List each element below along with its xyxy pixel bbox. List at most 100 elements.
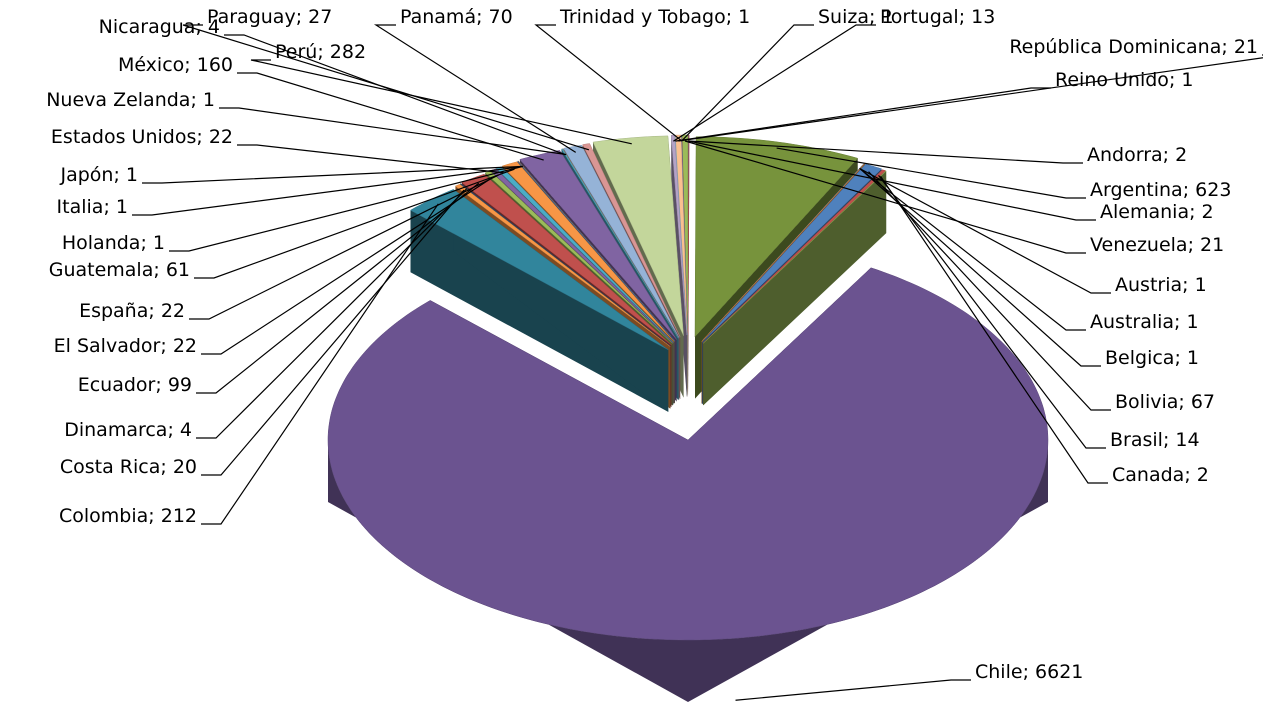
data-label: Portugal; 13 xyxy=(880,6,995,28)
label-separator: ; xyxy=(1184,464,1196,486)
leader-line xyxy=(684,140,1086,254)
leader-line xyxy=(237,72,544,161)
leader-line xyxy=(224,34,566,156)
label-value: 13 xyxy=(971,6,995,28)
leader-line xyxy=(678,54,1263,142)
data-label: Canada; 2 xyxy=(1112,464,1209,486)
label-separator: ; xyxy=(160,335,172,357)
data-label: Colombia; 212 xyxy=(59,505,197,527)
leader-line xyxy=(859,168,1101,367)
label-value: 1 xyxy=(153,232,165,254)
data-label: Chile; 6621 xyxy=(975,661,1083,683)
data-label: Suiza; 1 xyxy=(818,6,894,28)
label-name: Venezuela xyxy=(1090,234,1188,256)
label-value: 1 xyxy=(1195,274,1207,296)
slice xyxy=(703,170,887,406)
label-value: 2 xyxy=(1197,464,1209,486)
label-name: Portugal xyxy=(880,6,959,28)
label-name: Argentina xyxy=(1090,179,1183,201)
label-separator: ; xyxy=(1178,391,1190,413)
leader-line xyxy=(688,140,1096,221)
label-separator: ; xyxy=(155,374,167,396)
label-value: 2 xyxy=(1175,144,1187,166)
label-separator: ; xyxy=(167,419,179,441)
label-separator: ; xyxy=(1183,179,1195,201)
label-separator: ; xyxy=(153,259,165,281)
data-label: Trinidad y Tobago; 1 xyxy=(559,6,750,28)
label-name: Nueva Zelanda xyxy=(46,89,190,111)
label-separator: ; xyxy=(1163,144,1175,166)
label-value: 1 xyxy=(1187,311,1199,333)
data-label: Perú; 282 xyxy=(275,41,366,63)
label-value: 2 xyxy=(1202,201,1214,223)
label-separator: ; xyxy=(148,300,160,322)
data-label: Dinamarca; 4 xyxy=(64,419,192,441)
label-separator: ; xyxy=(160,456,172,478)
label-name: Brasil xyxy=(1110,429,1163,451)
leader-line xyxy=(878,175,1106,449)
label-value: 22 xyxy=(161,300,185,322)
label-value: 160 xyxy=(197,54,233,76)
slice xyxy=(501,161,675,342)
label-value: 1 xyxy=(116,196,128,218)
data-label: Argentina; 623 xyxy=(1090,179,1231,201)
data-label: Costa Rica; 20 xyxy=(60,456,197,478)
label-separator: ; xyxy=(1174,347,1186,369)
label-name: Costa Rica xyxy=(60,456,161,478)
label-value: 1 xyxy=(1187,347,1199,369)
leader-line xyxy=(673,24,876,142)
data-label: Japón; 1 xyxy=(59,164,138,186)
leader-line xyxy=(868,171,1111,411)
label-name: Estados Unidos xyxy=(51,126,196,148)
data-label: Estados Unidos; 22 xyxy=(51,126,233,148)
slice xyxy=(454,184,671,347)
label-separator: ; xyxy=(296,6,308,28)
data-label: Belgica; 1 xyxy=(1105,347,1199,369)
leader-line xyxy=(201,176,494,355)
slice xyxy=(327,267,1049,702)
label-name: Belgica xyxy=(1105,347,1174,369)
label-name: Ecuador xyxy=(78,374,156,396)
leader-line xyxy=(373,24,577,153)
leader-line xyxy=(189,174,499,320)
label-name: Colombia xyxy=(59,505,148,527)
slice xyxy=(592,135,684,336)
label-separator: ; xyxy=(317,41,329,63)
slice xyxy=(459,183,671,347)
label-value: 61 xyxy=(166,259,190,281)
label-name: Dinamarca xyxy=(64,419,167,441)
data-label: Ecuador; 99 xyxy=(78,374,192,396)
slice xyxy=(582,143,681,338)
leader-line xyxy=(182,24,590,151)
label-name: Alemania xyxy=(1100,201,1189,223)
leader-line xyxy=(735,679,971,701)
label-value: 22 xyxy=(209,126,233,148)
label-value: 99 xyxy=(168,374,192,396)
leader-line xyxy=(681,24,814,142)
slice xyxy=(409,189,669,412)
label-separator: ; xyxy=(113,164,125,186)
label-value: 21 xyxy=(1200,234,1224,256)
label-separator: ; xyxy=(869,6,881,28)
leader-line xyxy=(219,107,567,156)
label-value: 282 xyxy=(330,41,366,63)
label-name: Andorra xyxy=(1087,144,1163,166)
label-value: 4 xyxy=(180,419,192,441)
label-name: España xyxy=(79,300,148,322)
label-name: Guatemala xyxy=(49,259,154,281)
data-label: Austria; 1 xyxy=(1115,274,1207,296)
data-label: Italia; 1 xyxy=(57,196,128,218)
slice-side xyxy=(328,440,1048,702)
slice xyxy=(563,144,680,338)
label-name: Suiza xyxy=(818,6,869,28)
leader-line xyxy=(534,24,683,142)
slice-radial-side xyxy=(703,171,887,406)
leader-line xyxy=(142,165,523,184)
data-label: Alemania; 2 xyxy=(1100,201,1214,223)
label-name: Trinidad y Tobago xyxy=(559,6,726,28)
label-name: Chile xyxy=(975,661,1023,683)
leader-line xyxy=(688,140,1083,164)
label-separator: ; xyxy=(1163,429,1175,451)
label-value: 1 xyxy=(881,6,893,28)
slice xyxy=(561,148,679,339)
